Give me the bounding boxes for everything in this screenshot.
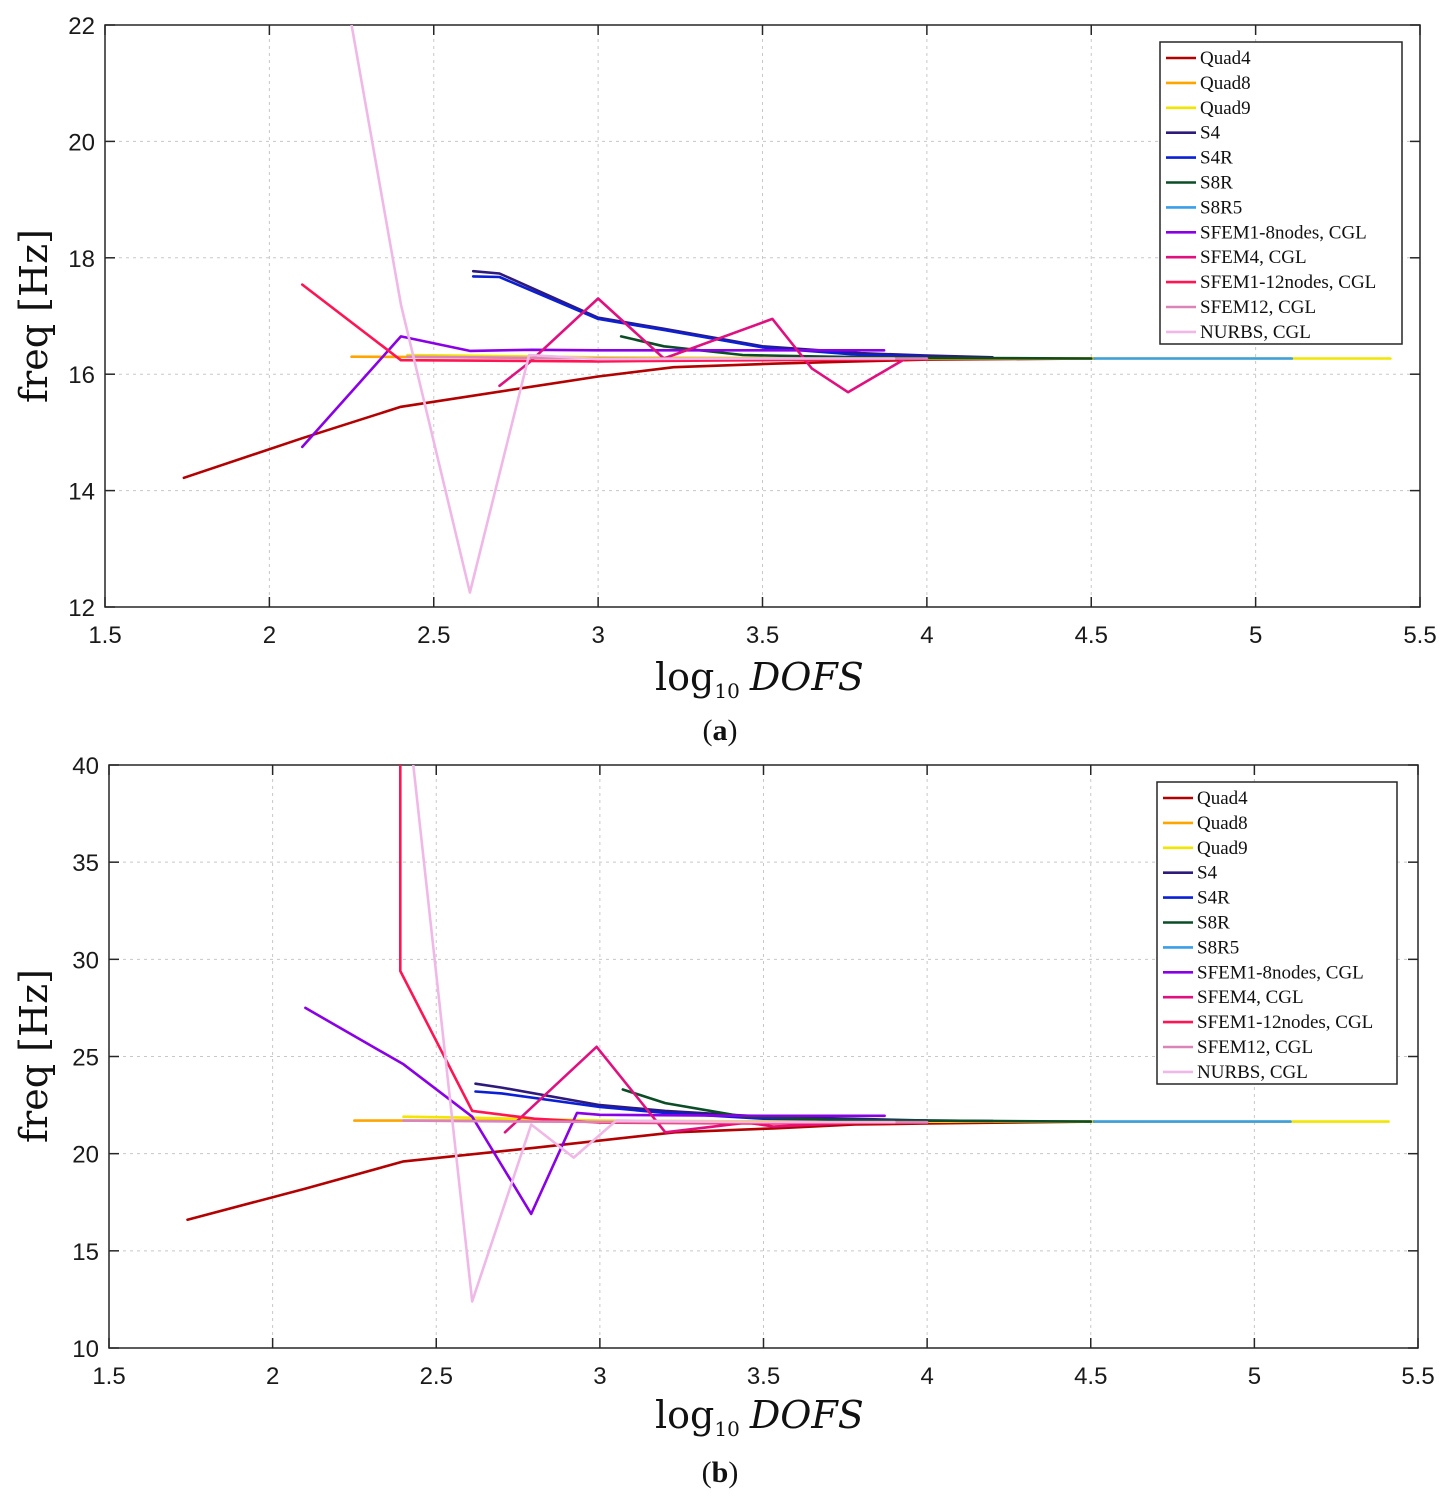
x-tick-label: 5 — [1248, 1363, 1261, 1390]
x-tick-label: 4.5 — [1075, 622, 1108, 649]
legend-label-s8r: S8R — [1197, 913, 1230, 934]
series-line-nurbs-cgl-a — [350, 25, 896, 594]
y-tick-label: 12 — [68, 595, 95, 622]
legend-label-s4r: S4R — [1197, 888, 1230, 909]
series-line-nurbs-cgl-b — [411, 765, 896, 1303]
legend-label-quad4: Quad4 — [1200, 48, 1251, 69]
legend-label-quad9: Quad9 — [1197, 838, 1248, 859]
x-tick-label: 5.5 — [1401, 1363, 1434, 1390]
x-tick-label: 5 — [1249, 622, 1262, 649]
x-tick-label: 3 — [593, 1363, 606, 1390]
y-tick-label: 20 — [72, 1142, 99, 1169]
legend-label-sfem4-cgl: SFEM4, CGL — [1200, 247, 1307, 268]
legend-label-s8r5: S8R5 — [1197, 937, 1239, 958]
x-tick-label: 3 — [591, 622, 604, 649]
legend-label-nurbs-cgl: NURBS, CGL — [1197, 1062, 1308, 1083]
legend-label-s4: S4 — [1200, 123, 1221, 144]
x-tick-label: 4.5 — [1074, 1363, 1107, 1390]
y-tick-label: 35 — [72, 850, 99, 877]
ylabel-a: freq [Hz] — [12, 229, 56, 403]
x-tick-label: 3.5 — [747, 1363, 780, 1390]
legend-box — [1156, 781, 1398, 1085]
x-tick-label: 2.5 — [417, 622, 450, 649]
ticks-b: 1.5 2 2.5 3 3.5 4 4.5 5 5.5 10 15 20 25 30 35 40 — [72, 753, 1434, 1390]
x-tick-label: 2.5 — [420, 1363, 453, 1390]
y-tick-label: 25 — [72, 1045, 99, 1072]
y-tick-label: 10 — [72, 1336, 99, 1363]
legend-label-sfem1-12nodes-cgl: SFEM1-12nodes, CGL — [1200, 272, 1376, 293]
y-tick-label: 14 — [68, 479, 95, 506]
gridlines-b — [109, 765, 1418, 1348]
x-tick-label: 1.5 — [92, 1363, 125, 1390]
series-lines-a — [182, 25, 1392, 594]
legend-label-sfem1-8nodes-cgl: SFEM1-8nodes, CGL — [1200, 222, 1367, 243]
legend-b: Quad4 Quad8 Quad9 S4 S4R S8R S8R5 SFEM1-8nodes,… — [1156, 781, 1398, 1085]
legend-label-s4r: S4R — [1200, 148, 1233, 169]
series-line-sfem1-12nodes-cgl-b — [398, 765, 929, 1125]
x-tick-label: 2 — [266, 1363, 279, 1390]
legend-label-s4: S4 — [1197, 863, 1218, 884]
y-tick-label: 16 — [68, 362, 95, 389]
x-tick-label: 3.5 — [746, 622, 779, 649]
series-lines-b — [186, 765, 1390, 1303]
legend-label-nurbs-cgl: NURBS, CGL — [1200, 322, 1311, 343]
legend-label-sfem1-8nodes-cgl: SFEM1-8nodes, CGL — [1197, 962, 1364, 983]
y-tick-label: 15 — [72, 1239, 99, 1266]
x-tick-label: 4 — [920, 1363, 933, 1390]
legend-box — [1159, 41, 1403, 345]
legend-label-s8r: S8R — [1200, 173, 1233, 194]
series-line-sfem1-8nodes-cgl-a — [300, 335, 886, 449]
x-tick-label: 2 — [263, 622, 276, 649]
legend-a: Quad4 Quad8 Quad9 S4 S4R S8R S8R5 SFEM1-8nodes,… — [1159, 41, 1403, 345]
x-tick-label: 4 — [920, 622, 933, 649]
series-line-s8r-a — [619, 335, 1093, 360]
legend-label-quad4: Quad4 — [1197, 788, 1248, 809]
gridlines-a — [105, 25, 1420, 607]
series-line-s8r-b — [621, 1088, 1093, 1123]
xlabel-b: log10 DOFS — [655, 1393, 864, 1441]
y-tick-label: 22 — [68, 13, 95, 40]
series-line-s4r-a — [471, 275, 929, 359]
xlabel-a: log10 DOFS — [655, 655, 864, 703]
series-line-sfem4-cgl-a — [498, 297, 906, 394]
series-line-sfem1-12nodes-cgl-a — [300, 283, 929, 363]
legend-label-sfem1-12nodes-cgl: SFEM1-12nodes, CGL — [1197, 1012, 1373, 1033]
y-tick-label: 30 — [72, 947, 99, 974]
y-tick-label: 40 — [72, 753, 99, 780]
y-tick-label: 18 — [68, 246, 95, 273]
legend-label-quad8: Quad8 — [1197, 813, 1248, 834]
x-tick-label: 5.5 — [1403, 622, 1436, 649]
ticks-a: 1.5 2 2.5 3 3.5 4 4.5 5 5.5 12 14 16 18 20 22 — [68, 13, 1436, 649]
x-tick-label: 1.5 — [88, 622, 121, 649]
legend-label-s8r5: S8R5 — [1200, 197, 1242, 218]
legend-label-quad9: Quad9 — [1200, 98, 1251, 119]
caption-b: (b) — [702, 1456, 739, 1489]
ylabel-b: freq [Hz] — [12, 969, 56, 1143]
series-line-sfem1-8nodes-cgl-b — [304, 1006, 886, 1216]
legend-label-sfem12-cgl: SFEM12, CGL — [1197, 1037, 1313, 1058]
caption-a: (a) — [703, 714, 738, 747]
legend-label-quad8: Quad8 — [1200, 73, 1251, 94]
legend-label-sfem12-cgl: SFEM12, CGL — [1200, 297, 1316, 318]
y-tick-label: 20 — [68, 129, 95, 156]
legend-label-sfem4-cgl: SFEM4, CGL — [1197, 987, 1304, 1008]
